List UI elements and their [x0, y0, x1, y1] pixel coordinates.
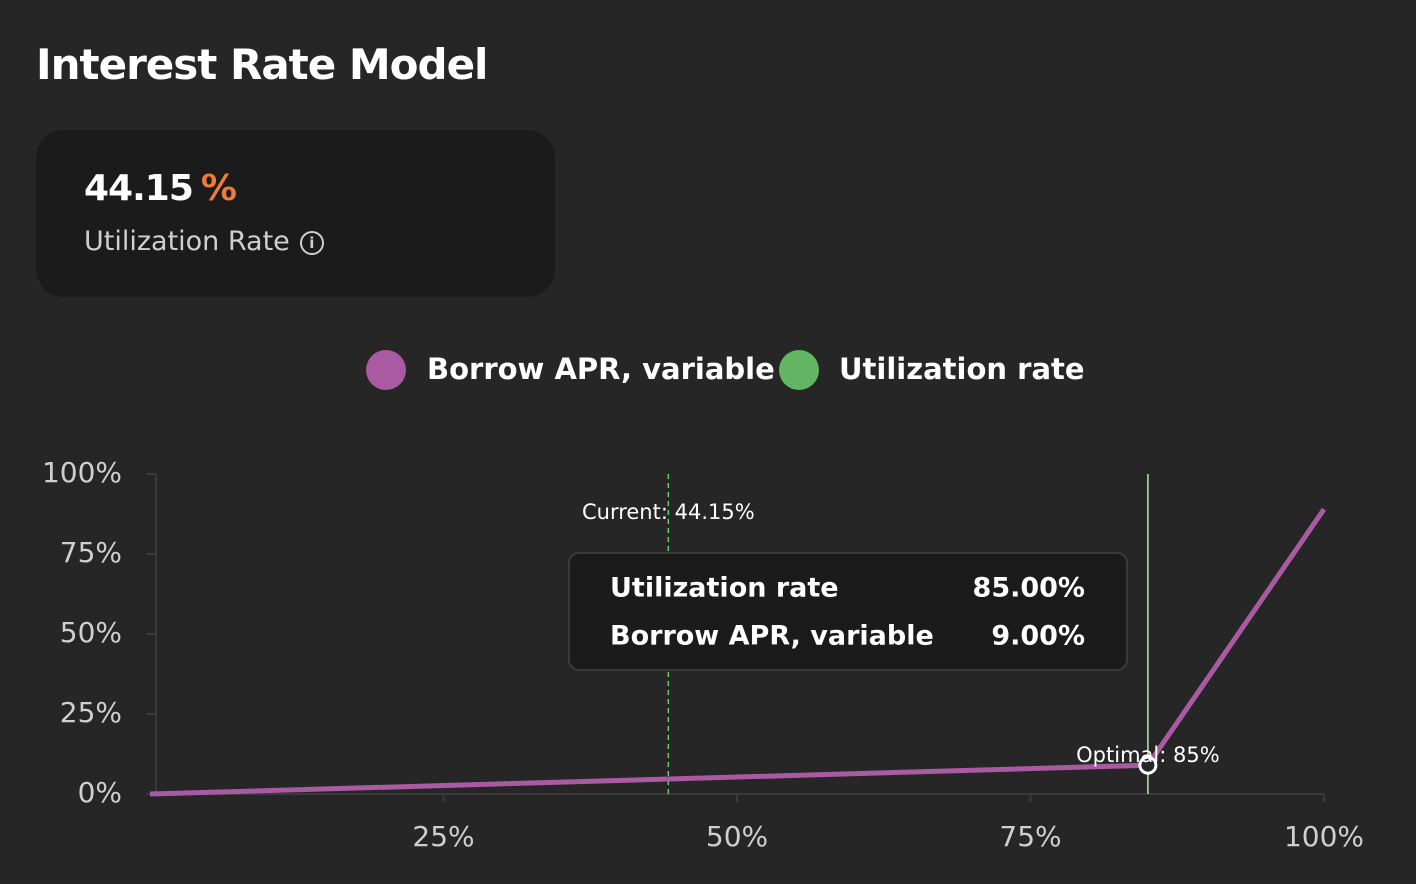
reference-label: Current: 44.15% — [582, 500, 755, 524]
info-icon[interactable]: i — [299, 231, 324, 255]
y-tick-label: 100% — [42, 456, 122, 489]
tooltip-value: 9.00% — [991, 621, 1085, 652]
legend-label: Borrow APR, variable — [427, 352, 775, 386]
page-title: Interest Rate Model — [36, 40, 488, 89]
tooltip-value: 85.00% — [973, 573, 1085, 604]
card-value: 44.15% — [84, 168, 237, 209]
y-tick-label: 25% — [60, 696, 122, 729]
x-tick-label: 75% — [999, 820, 1061, 853]
card-label: Utilization Rate i — [84, 226, 324, 257]
x-tick-label: 25% — [412, 820, 474, 853]
unit: % — [200, 168, 237, 209]
x-tick-label: 50% — [706, 820, 768, 853]
y-tick-label: 0% — [78, 776, 122, 809]
legend-marker — [779, 350, 819, 390]
y-tick-label: 75% — [60, 536, 122, 569]
legend-marker — [366, 350, 406, 390]
tooltip-box — [568, 552, 1128, 671]
y-tick-label: 50% — [60, 616, 122, 649]
x-tick-label: 100% — [1284, 820, 1364, 853]
reference-label: Optimal: 85% — [1076, 743, 1220, 767]
value: 44.15 — [84, 168, 194, 209]
tooltip-label: Utilization rate — [610, 573, 839, 604]
tooltip: Utilization rate 85.00% Borrow APR, variab… — [568, 552, 1128, 671]
tooltip-label: Borrow APR, variable — [610, 621, 934, 652]
utilization-card: 44.15% Utilization Rate i — [36, 130, 555, 297]
highlight-point — [1138, 755, 1158, 775]
legend-label: Utilization rate — [839, 352, 1085, 386]
label: Utilization Rate — [84, 226, 290, 257]
